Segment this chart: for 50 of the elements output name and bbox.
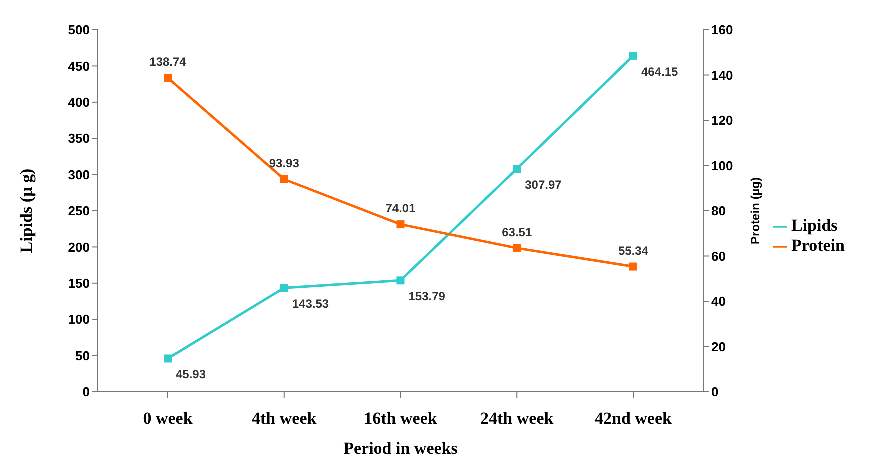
y-tick-label: 400 — [68, 95, 90, 110]
point — [513, 244, 522, 252]
y-tick-label: 300 — [68, 167, 90, 182]
point — [280, 284, 288, 292]
legend-label: Protein — [791, 236, 845, 255]
y2-tick-label: 120 — [711, 113, 734, 128]
y-tick-label: 0 — [82, 384, 90, 400]
data-label: 55.34 — [618, 244, 649, 258]
x-tick-label: 24th week — [480, 409, 554, 428]
point — [513, 165, 522, 174]
x-tick-label: 42nd week — [594, 409, 673, 428]
data-label: 93.93 — [269, 156, 300, 170]
data-label: 45.93 — [176, 368, 206, 382]
data-label: 63.51 — [502, 225, 532, 240]
data-label: 307.97 — [525, 178, 562, 192]
x-tick-label: 0 week — [143, 409, 194, 428]
point — [280, 175, 288, 184]
y-tick-label: 50 — [76, 348, 90, 364]
y-tick-label: 100 — [68, 312, 90, 328]
y2-tick-label: 100 — [711, 158, 734, 174]
data-label: 74.01 — [386, 202, 416, 216]
y-tick-label: 450 — [68, 58, 90, 74]
y-tick-label: 150 — [68, 276, 90, 292]
y2-tick-label: 60 — [711, 248, 726, 264]
data-label: 143.53 — [292, 297, 330, 312]
data-label: 153.79 — [408, 290, 446, 304]
point — [164, 74, 172, 82]
point — [629, 52, 638, 60]
y2-axis-title: Protein (µg) — [748, 178, 763, 244]
point — [396, 220, 405, 229]
y-tick-label: 350 — [68, 131, 90, 146]
y-tick-label: 500 — [68, 22, 90, 38]
y2-tick-label: 20 — [711, 339, 726, 354]
x-tick-label: 4th week — [252, 409, 318, 428]
legend-label: Lipids — [791, 216, 838, 235]
y2-tick-label: 160 — [711, 22, 734, 38]
point — [396, 276, 405, 285]
y2-tick-label: 40 — [711, 294, 726, 310]
data-label: 138.74 — [150, 55, 187, 70]
x-tick-label: 16th week — [364, 409, 438, 428]
x-axis-title: Period in weeks — [344, 439, 458, 458]
y-axis-title: Lipids (µ g) — [17, 168, 36, 254]
data-label: 464.15 — [641, 64, 679, 79]
point — [629, 262, 638, 271]
point — [164, 354, 172, 363]
y2-tick-label: 0 — [711, 384, 719, 400]
y-tick-label: 200 — [68, 240, 90, 255]
y-tick-label: 250 — [68, 204, 90, 219]
y2-tick-label: 80 — [711, 204, 726, 219]
y2-tick-label: 140 — [711, 68, 734, 83]
